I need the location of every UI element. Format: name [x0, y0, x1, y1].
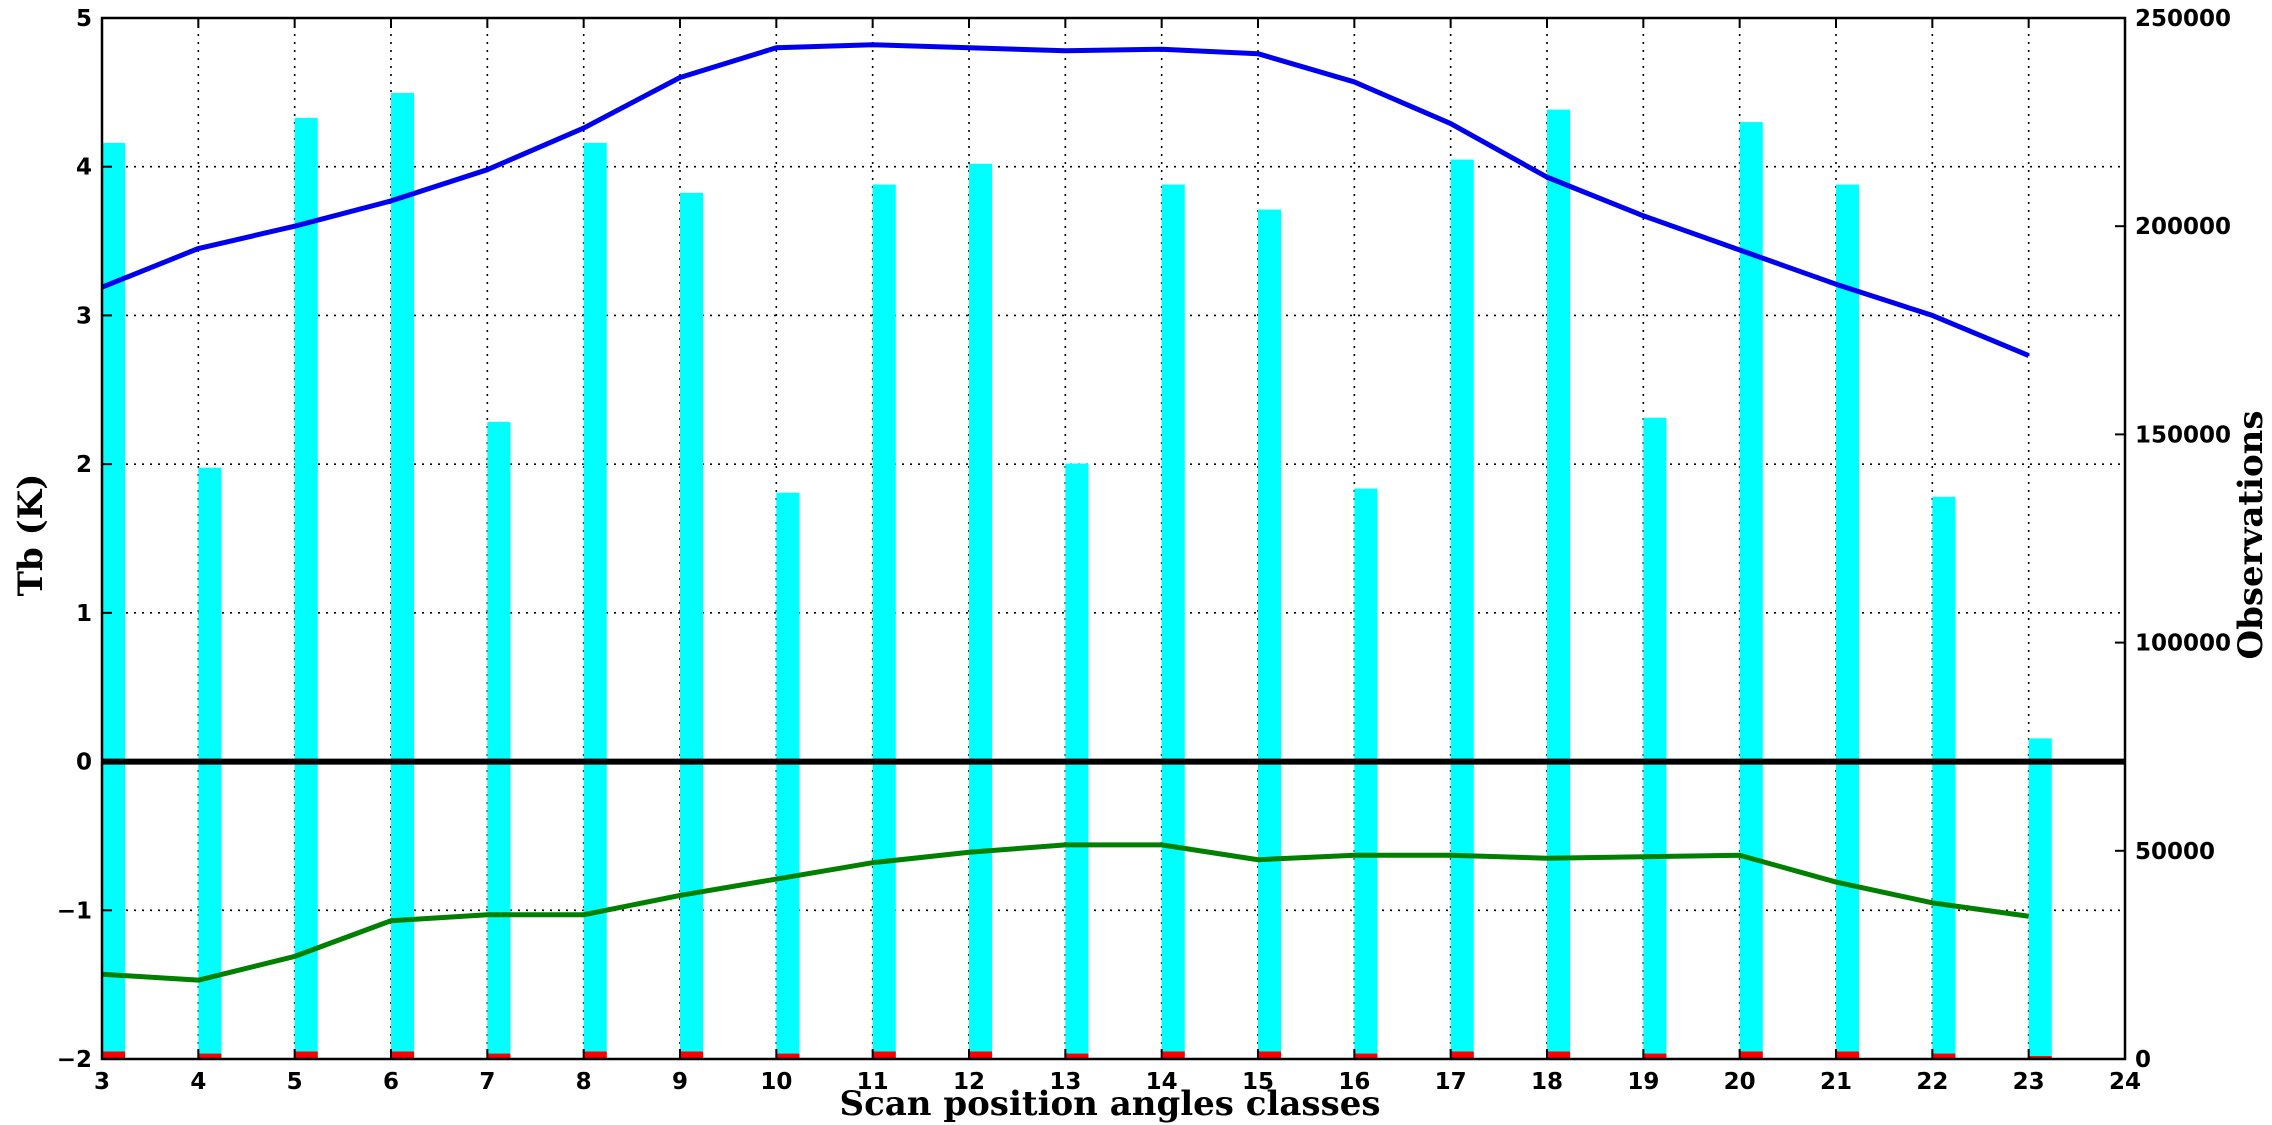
observation-bar: [776, 492, 800, 1059]
small-bar: [294, 1051, 318, 1059]
observation-bar: [294, 117, 318, 1060]
plot-border: [100, 16, 2127, 1061]
y-left-tick-label: 3: [76, 303, 92, 329]
x-tick-label: 11: [857, 1069, 889, 1095]
small-bar: [1739, 1051, 1763, 1059]
y-right-tick-label: 100000: [2135, 631, 2231, 657]
small-bar: [583, 1051, 607, 1059]
small-bar: [1547, 1051, 1571, 1059]
y-left-tick-label: 1: [76, 601, 92, 627]
series-line-1: [101, 42, 2030, 358]
observation-bar: [2028, 738, 2052, 1059]
small-bar: [1643, 1053, 1667, 1059]
small-bar: [1836, 1051, 1860, 1059]
observation-bar: [1739, 122, 1763, 1060]
x-tick-label: 20: [1724, 1069, 1756, 1095]
small-bar: [969, 1051, 993, 1059]
y-right-tick-label: 250000: [2135, 6, 2231, 32]
x-tick-label: 8: [576, 1069, 592, 1095]
series-lines: [101, 42, 2125, 983]
y-axis-left-title: Tb (K): [11, 474, 51, 597]
series-line-2: [101, 842, 2030, 983]
x-tick-label: 15: [1242, 1069, 1274, 1095]
y-right-tick-label: 50000: [2135, 839, 2215, 865]
small-bar: [1932, 1053, 1956, 1059]
small-bar: [1161, 1051, 1185, 1059]
small-bar: [680, 1051, 704, 1059]
x-tick-label: 21: [1820, 1069, 1852, 1095]
y-left-tick-label: −1: [57, 898, 92, 924]
observation-bars: [102, 92, 2052, 1060]
x-tick-label: 12: [953, 1069, 985, 1095]
x-tick-label: 24: [2109, 1069, 2141, 1095]
small-bar: [1258, 1051, 1282, 1059]
x-tick-label: 3: [94, 1069, 110, 1095]
x-tick-label: 5: [287, 1069, 303, 1095]
y-left-tick-label: −2: [57, 1047, 92, 1073]
x-tick-label: 6: [383, 1069, 399, 1095]
observation-bar: [969, 163, 993, 1060]
observation-bar: [1836, 184, 1860, 1059]
small-bar: [391, 1051, 415, 1059]
small-bar: [198, 1053, 222, 1059]
y-right-tick-label: 200000: [2135, 214, 2231, 240]
x-tick-label: 22: [1916, 1069, 1948, 1095]
y-right-tick-label: 0: [2135, 1047, 2151, 1073]
x-tick-label: 19: [1627, 1069, 1659, 1095]
small-bar: [1450, 1051, 1474, 1059]
small-bar: [487, 1053, 511, 1059]
observation-bar: [1258, 209, 1282, 1059]
x-tick-label: 7: [479, 1069, 495, 1095]
y-left-tick-label: 4: [76, 155, 92, 181]
small-bar: [2028, 1056, 2052, 1059]
small-bar: [1065, 1053, 1089, 1059]
observation-bar: [1450, 159, 1474, 1060]
small-bar: [776, 1053, 800, 1059]
x-tick-label: 4: [190, 1069, 206, 1095]
small-bar: [1354, 1053, 1378, 1059]
observation-bar: [1932, 496, 1956, 1059]
x-tick-label: 10: [760, 1069, 792, 1095]
y-left-tick-label: 5: [76, 6, 92, 32]
y-axis-right-title: Observations: [2231, 410, 2271, 659]
x-tick-label: 18: [1531, 1069, 1563, 1095]
y-left-tick-label: 2: [76, 452, 92, 478]
small-bar: [872, 1051, 896, 1059]
tick-labels: 3 4 5 6 7 8 9 10 11 12 13 14 15 16 17 18 19 20 21 22 23 24−2−…: [57, 6, 2231, 1095]
observation-bar: [487, 421, 511, 1060]
small-red-bars: [102, 1051, 2052, 1059]
observation-bar: [391, 92, 415, 1059]
observation-bar: [583, 142, 607, 1060]
x-tick-label: 23: [2013, 1069, 2045, 1095]
observation-bar: [872, 184, 896, 1059]
observation-bar: [680, 192, 704, 1059]
observation-bar: [1643, 417, 1667, 1059]
small-bar: [102, 1051, 126, 1059]
x-tick-label: 16: [1338, 1069, 1370, 1095]
observation-bar: [102, 142, 126, 1060]
observation-bar: [1161, 184, 1185, 1059]
x-tick-label: 14: [1146, 1069, 1178, 1095]
x-tick-label: 13: [1049, 1069, 1081, 1095]
x-axis-title: Scan position angles classes: [840, 1084, 1381, 1124]
y-left-tick-label: 0: [76, 750, 92, 776]
observation-bar: [1547, 109, 1571, 1059]
x-tick-label: 9: [672, 1069, 688, 1095]
y-right-tick-label: 150000: [2135, 422, 2231, 448]
x-tick-label: 17: [1435, 1069, 1467, 1095]
plot-frame: [100, 16, 2127, 1061]
observation-bar: [1354, 488, 1378, 1060]
